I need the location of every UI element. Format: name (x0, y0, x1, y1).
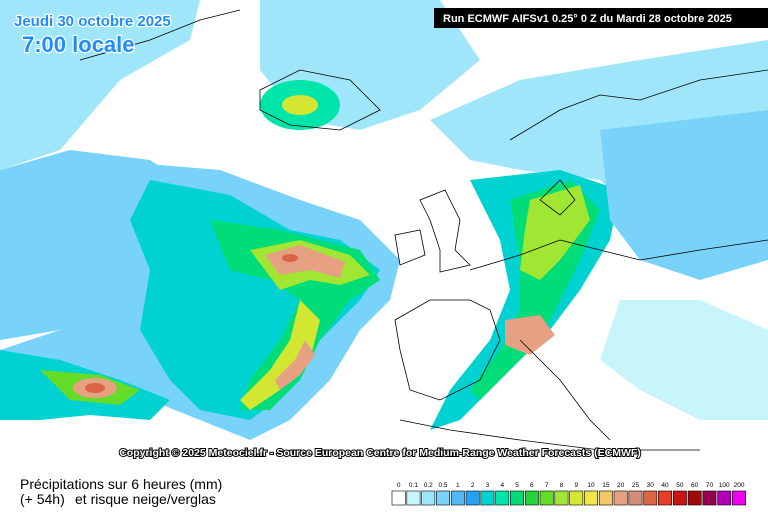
legend-swatch (539, 490, 554, 506)
legend-label: 7 (545, 482, 549, 489)
coastline (79, 9, 381, 131)
legend-label: 0.2 (424, 482, 433, 489)
map (0, 0, 768, 451)
date: Jeudi 30 octobre 2025 (14, 13, 171, 30)
legend-label: 20 (617, 482, 625, 489)
precip-area (282, 254, 298, 262)
legend-swatch (450, 490, 465, 506)
coastline (394, 229, 426, 266)
legend-label: 5 (515, 482, 519, 489)
copyright: Copyright © 2025 Meteociel.fr - Source E… (119, 447, 641, 459)
legend-swatch (658, 490, 673, 506)
legend-label: 4 (500, 482, 504, 489)
legend-swatch (436, 490, 450, 506)
legend-label: 3 (486, 482, 490, 489)
legend-swatch (465, 490, 480, 506)
legend-swatch (524, 490, 539, 506)
precip-area (520, 185, 590, 280)
run-box (434, 8, 768, 28)
coastline (399, 419, 700, 451)
coastline (469, 239, 768, 271)
run-info: Run ECMWF AIFSv1 0.25° 0 Z du Mardi 28 o… (443, 13, 732, 25)
legend-label: 60 (691, 482, 699, 489)
legend-swatch (421, 490, 436, 506)
legend-label: 6 (530, 482, 534, 489)
legend-swatch (480, 490, 495, 506)
legend-label: 200 (734, 482, 745, 489)
legend-title: Précipitations sur 6 heures (mm) (20, 476, 222, 492)
coastline (394, 299, 501, 401)
legend-swatch (687, 490, 702, 506)
legend-label: 70 (706, 482, 714, 489)
legend-swatch (569, 490, 584, 506)
lead-time: (+ 54h) (20, 491, 65, 507)
legend-label: 1 (456, 482, 460, 489)
legend-label: 0 (397, 482, 401, 489)
legend-swatch (613, 490, 628, 506)
legend-swatch (717, 490, 732, 506)
legend-label: 0.1 (409, 482, 418, 489)
coastline (419, 189, 471, 273)
legend-swatch (628, 490, 643, 506)
legend-label: 100 (719, 482, 730, 489)
legend-swatch (702, 490, 717, 506)
legend-swatch (510, 490, 524, 506)
legend-label: 9 (574, 482, 578, 489)
legend-swatch (495, 490, 510, 506)
legend-label: 40 (661, 482, 669, 489)
precip-area (600, 110, 768, 280)
legend-subtitle: et risque neige/verglas (75, 491, 216, 507)
precip-area (0, 0, 200, 170)
legend-swatch (554, 490, 569, 506)
legend-label: 8 (560, 482, 564, 489)
precip-area (85, 383, 105, 393)
legend-label: 50 (676, 482, 684, 489)
precip-area (505, 315, 555, 355)
legend-swatch (391, 490, 406, 506)
legend-swatch (598, 490, 613, 506)
legend-label: 2 (471, 482, 475, 489)
legend-label: 30 (647, 482, 655, 489)
legend-label: 15 (602, 482, 610, 489)
time: 7:00 locale (22, 32, 135, 57)
legend: 0 0.1 0.2 0.5 1 2 3 4 5 6 7 8 9 10 15 20 25 30 40 50 60 70 100… (391, 482, 747, 506)
legend-swatch (643, 490, 658, 506)
precip-area (265, 245, 345, 278)
coastline (509, 69, 768, 141)
legend-swatch (584, 490, 599, 506)
precip-area (600, 300, 768, 420)
precip-area (240, 300, 320, 410)
precip-area (282, 95, 318, 115)
legend-swatch (406, 490, 421, 506)
legend-label: 0.5 (439, 482, 448, 489)
legend-swatch (732, 490, 747, 506)
legend-label: 10 (587, 482, 595, 489)
coastline (539, 179, 576, 216)
precip-area (275, 340, 315, 390)
coastline (519, 339, 611, 441)
legend-label: 25 (632, 482, 640, 489)
legend-swatch (672, 490, 687, 506)
